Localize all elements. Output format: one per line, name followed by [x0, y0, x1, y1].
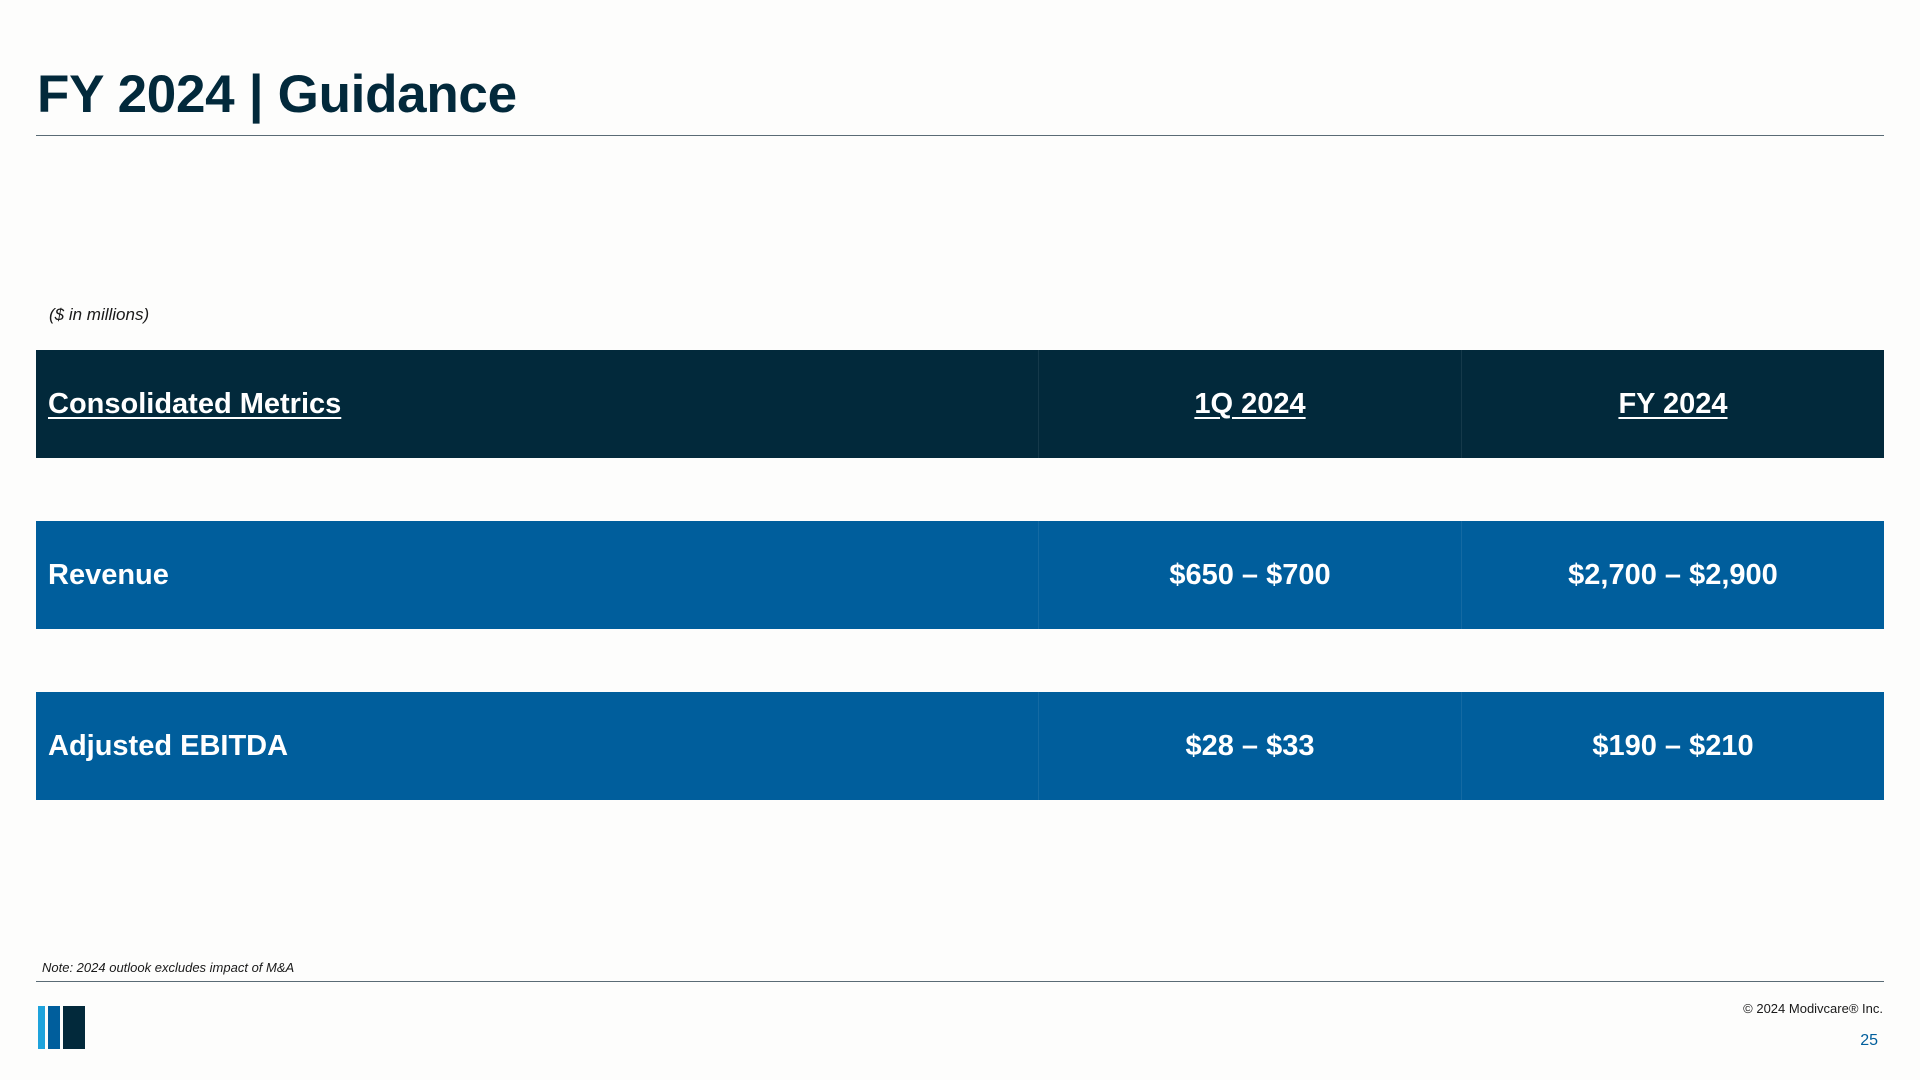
footnote: Note: 2024 outlook excludes impact of M&… [42, 960, 295, 975]
header-label-consolidated-metrics: Consolidated Metrics [48, 387, 342, 420]
logo-bar-light [38, 1006, 45, 1049]
header-cell-metric: Consolidated Metrics [36, 350, 1039, 458]
adjusted-ebitda-1q-2024-value: $28 – $33 [1039, 692, 1462, 800]
modivcare-logo-icon [38, 1006, 85, 1049]
header-label-1q-2024: 1Q 2024 [1194, 387, 1306, 420]
header-cell-fy-2024: FY 2024 [1462, 350, 1884, 458]
table-row-adjusted-ebitda: Adjusted EBITDA $28 – $33 $190 – $210 [36, 692, 1884, 800]
table-header-row: Consolidated Metrics 1Q 2024 FY 2024 [36, 350, 1884, 458]
copyright-notice: © 2024 Modivcare® Inc. [1743, 1001, 1883, 1016]
metric-label-adjusted-ebitda: Adjusted EBITDA [36, 692, 1039, 800]
slide-title: FY 2024 | Guidance [37, 65, 517, 124]
page-number: 25 [1860, 1032, 1878, 1049]
header-label-fy-2024: FY 2024 [1618, 387, 1728, 420]
units-note: ($ in millions) [49, 305, 150, 324]
table-row-revenue: Revenue $650 – $700 $2,700 – $2,900 [36, 521, 1884, 629]
header-cell-1q-2024: 1Q 2024 [1039, 350, 1462, 458]
metric-label-revenue: Revenue [36, 521, 1039, 629]
adjusted-ebitda-fy-2024-value: $190 – $210 [1592, 729, 1754, 762]
logo-bar-dark [63, 1006, 85, 1049]
logo-bar-mid [48, 1006, 60, 1049]
footer-divider [36, 981, 1884, 982]
revenue-1q-2024-value: $650 – $700 [1039, 521, 1462, 629]
title-divider [36, 135, 1884, 136]
revenue-fy-2024-value: $2,700 – $2,900 [1568, 558, 1778, 591]
